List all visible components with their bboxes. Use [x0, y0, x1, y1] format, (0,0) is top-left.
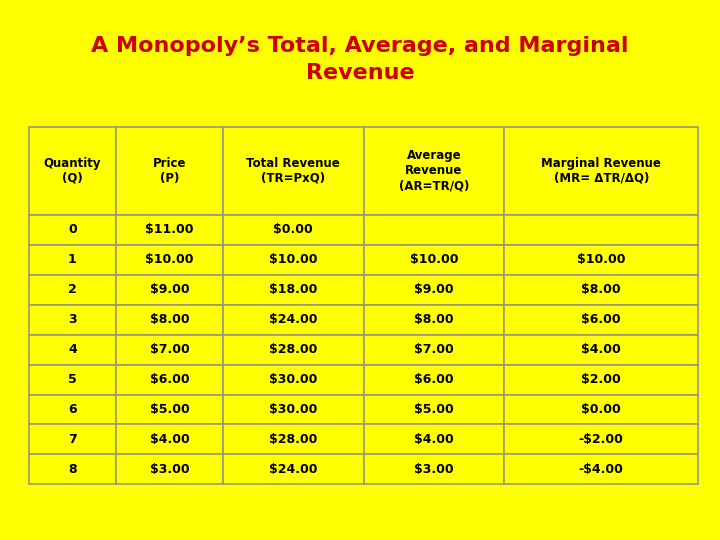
Text: Revenue: Revenue: [306, 63, 414, 83]
Text: A Monopoly’s Total, Average, and Marginal: A Monopoly’s Total, Average, and Margina…: [91, 36, 629, 56]
